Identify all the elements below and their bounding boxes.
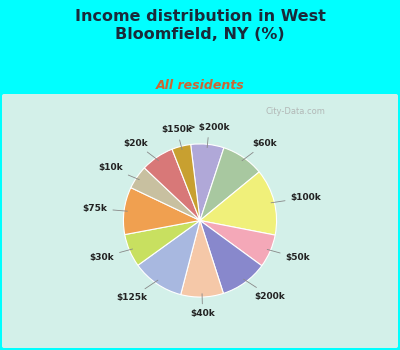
Wedge shape <box>124 188 200 235</box>
Wedge shape <box>144 149 200 220</box>
Wedge shape <box>181 220 224 297</box>
Wedge shape <box>200 220 262 293</box>
Text: $75k: $75k <box>82 204 127 213</box>
Text: $150k: $150k <box>162 125 192 149</box>
Wedge shape <box>138 220 200 295</box>
Text: > $200k: > $200k <box>188 123 230 148</box>
Text: $40k: $40k <box>190 294 215 318</box>
Text: $20k: $20k <box>123 139 158 160</box>
Text: Income distribution in West
Bloomfield, NY (%): Income distribution in West Bloomfield, … <box>74 9 326 42</box>
Text: City-Data.com: City-Data.com <box>265 107 325 117</box>
Wedge shape <box>200 172 276 235</box>
Text: $200k: $200k <box>244 279 285 301</box>
Text: $10k: $10k <box>98 163 139 180</box>
Wedge shape <box>191 144 224 220</box>
Wedge shape <box>172 145 200 220</box>
Text: $100k: $100k <box>271 193 321 203</box>
Wedge shape <box>200 148 259 220</box>
Text: $125k: $125k <box>116 280 158 302</box>
Text: All residents: All residents <box>156 79 244 92</box>
Wedge shape <box>200 220 275 266</box>
FancyBboxPatch shape <box>2 94 398 348</box>
Wedge shape <box>125 220 200 265</box>
Text: $60k: $60k <box>242 139 277 161</box>
Wedge shape <box>131 168 200 220</box>
Text: $30k: $30k <box>90 249 132 262</box>
Text: $50k: $50k <box>267 250 310 262</box>
